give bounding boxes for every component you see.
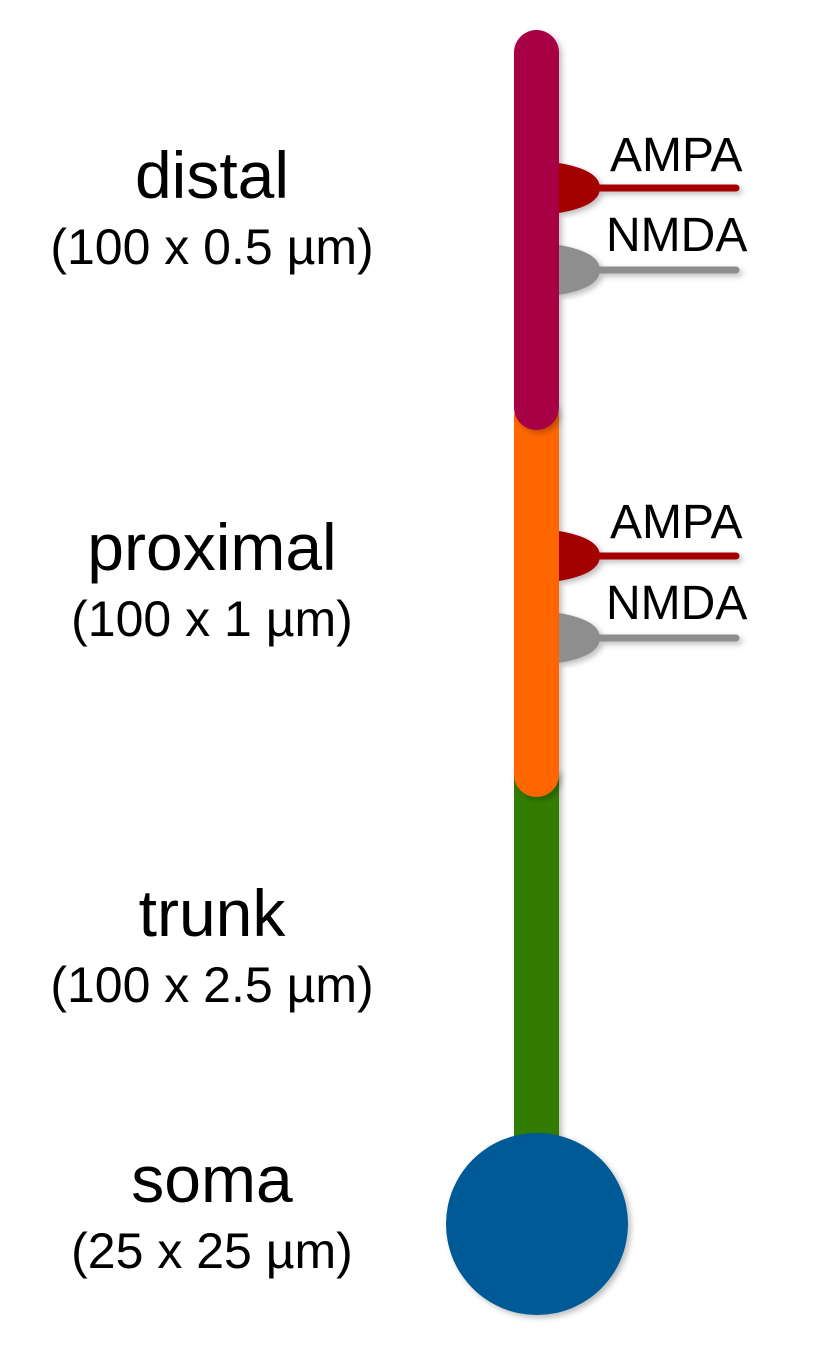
distal-nmda-spine xyxy=(559,245,600,295)
trunk-name: trunk xyxy=(138,876,286,950)
distal-nmda-label: NMDA xyxy=(606,209,748,262)
proximal-label: proximal (100 x 1 µm) xyxy=(0,514,424,644)
soma-circle xyxy=(446,1133,628,1315)
soma-label: soma (25 x 25 µm) xyxy=(0,1146,424,1276)
proximal-name: proximal xyxy=(87,510,337,584)
distal-label: distal (100 x 0.5 µm) xyxy=(0,142,424,272)
trunk-label: trunk (100 x 2.5 µm) xyxy=(0,880,424,1010)
proximal-nmda-label: NMDA xyxy=(606,577,748,630)
distal-name: distal xyxy=(134,138,290,212)
soma-dimensions: (25 x 25 µm) xyxy=(71,1223,353,1279)
trunk-segment xyxy=(514,770,559,1180)
proximal-nmda-spine xyxy=(559,613,600,663)
distal-ampa-synapse xyxy=(559,163,740,213)
distal-ampa-spine xyxy=(559,163,600,213)
distal-dimensions: (100 x 0.5 µm) xyxy=(50,219,374,275)
proximal-segment xyxy=(514,395,559,797)
proximal-nmda-synapse xyxy=(559,613,740,663)
distal-segment xyxy=(514,30,559,430)
proximal-ampa-label: AMPA xyxy=(610,496,743,549)
proximal-dimensions: (100 x 1 µm) xyxy=(71,591,353,647)
soma-name: soma xyxy=(131,1142,293,1216)
proximal-ampa-synapse xyxy=(559,531,740,581)
distal-nmda-synapse xyxy=(559,245,740,295)
proximal-ampa-spine xyxy=(559,531,600,581)
trunk-dimensions: (100 x 2.5 µm) xyxy=(50,957,374,1013)
distal-ampa-label: AMPA xyxy=(610,129,743,182)
